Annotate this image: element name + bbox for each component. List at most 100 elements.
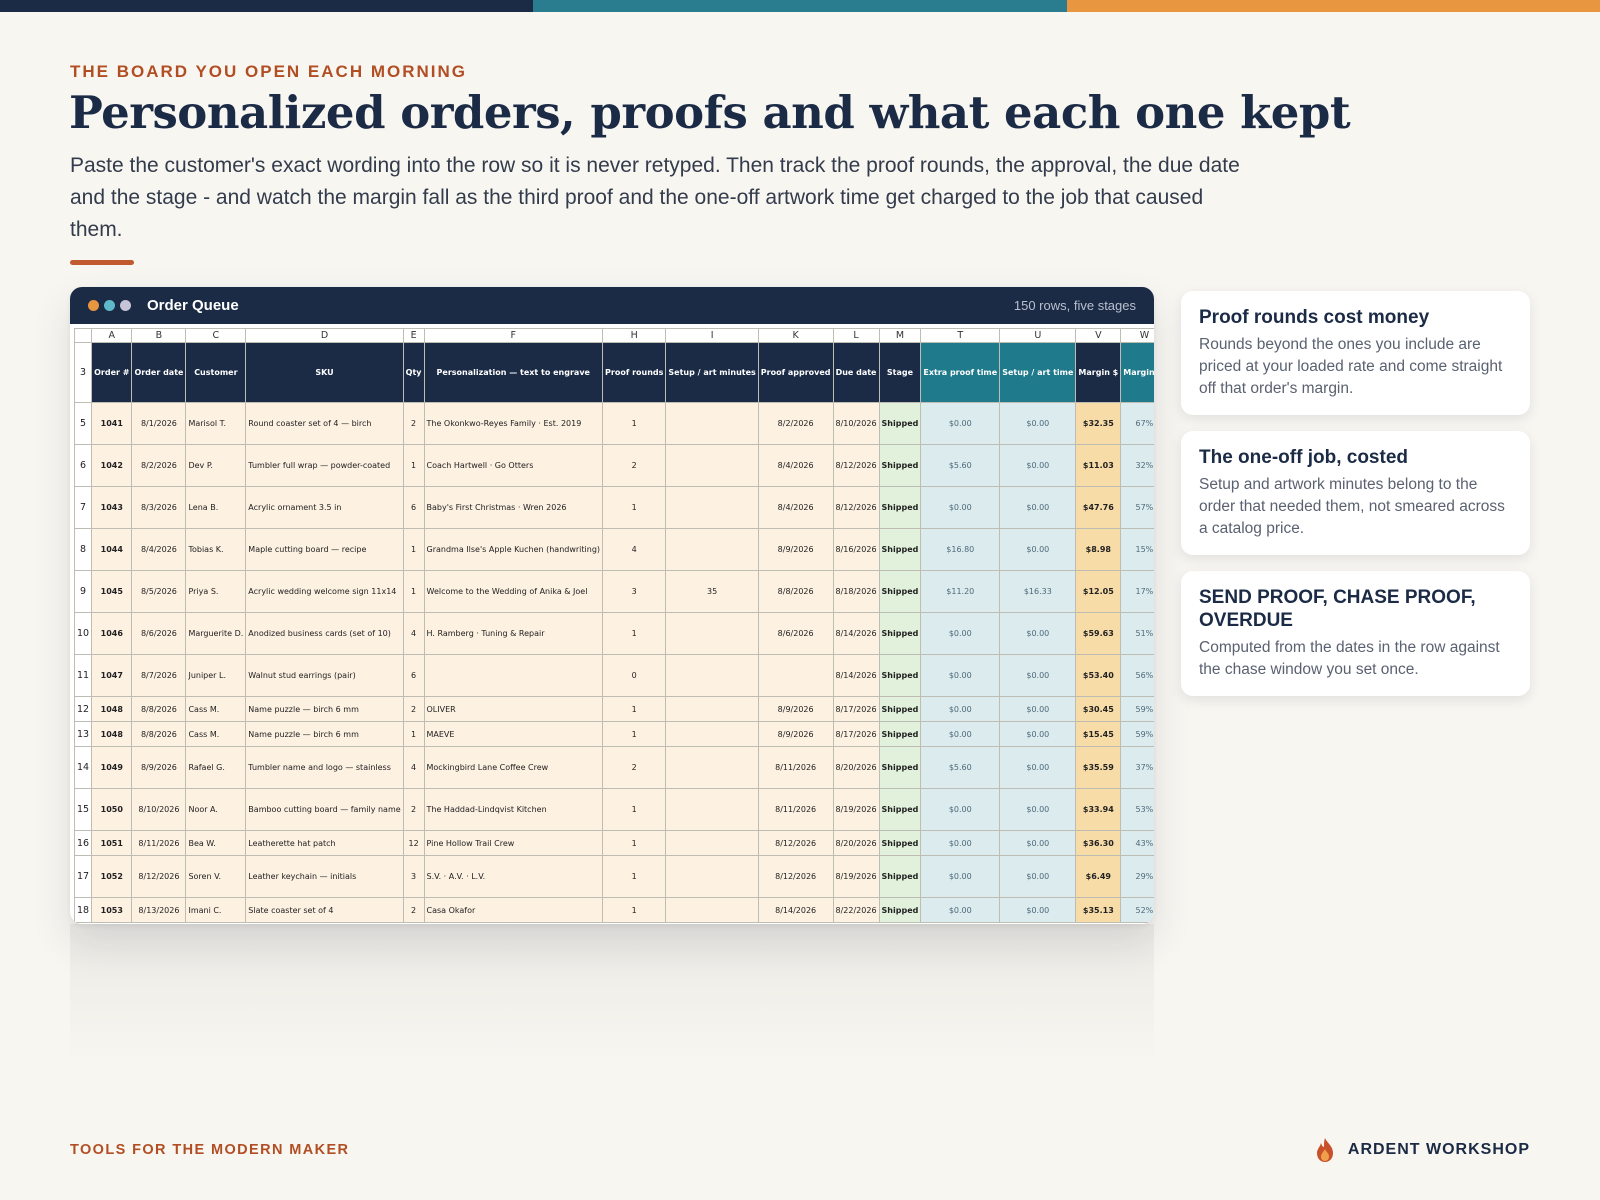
cell-margin-pct[interactable]: 67%	[1120, 402, 1154, 445]
cell-margin-pct[interactable]: 32%	[1120, 444, 1154, 487]
cell-date[interactable]: 8/8/2026	[131, 696, 187, 722]
cell-stage[interactable]: Shipped	[878, 721, 922, 747]
table-row[interactable]: 18 1053 8/13/2026 Imani C. Slate coaster set…	[73, 897, 1154, 923]
cell-rounds[interactable]: 1	[602, 612, 667, 655]
cell-setup-time[interactable]: $0.00	[999, 528, 1077, 571]
cell-qty[interactable]: 4	[402, 612, 425, 655]
column-header[interactable]: Margin %	[1120, 342, 1154, 403]
cell-customer[interactable]: Soren V.	[185, 855, 247, 898]
cell-text[interactable]: Pine Hollow Trail Crew	[423, 830, 604, 856]
cell-extra[interactable]: $0.00	[920, 402, 1001, 445]
cell-approved[interactable]: 8/9/2026	[757, 721, 834, 747]
table-row[interactable]: 5 1041 8/1/2026 Marisol T. Round coaster set…	[73, 402, 1154, 445]
cell-margin[interactable]: $12.05	[1075, 570, 1122, 613]
column-letter[interactable]: V	[1075, 328, 1122, 343]
cell-due[interactable]: 8/20/2026	[832, 830, 880, 856]
cell-date[interactable]: 8/10/2026	[131, 788, 187, 831]
cell-margin-pct[interactable]: 59%	[1120, 721, 1154, 747]
cell-order[interactable]: 1051	[91, 830, 133, 856]
cell-setup-time[interactable]: $0.00	[999, 788, 1077, 831]
cell-approved[interactable]	[757, 654, 834, 697]
cell-sku[interactable]: Name puzzle — birch 6 mm	[245, 696, 404, 722]
cell-setup-time[interactable]: $0.00	[999, 402, 1077, 445]
cell-qty[interactable]: 4	[402, 746, 425, 789]
cell-margin[interactable]: $32.35	[1075, 402, 1122, 445]
cell-margin-pct[interactable]: 52%	[1120, 897, 1154, 923]
cell-setup[interactable]	[665, 721, 759, 747]
table-row[interactable]: 14 1049 8/9/2026 Rafael G. Tumbler name and …	[73, 746, 1154, 789]
cell-text[interactable]	[423, 654, 604, 697]
cell-stage[interactable]: Shipped	[878, 612, 922, 655]
cell-due[interactable]: 8/12/2026	[832, 486, 880, 529]
column-header[interactable]: Customer	[185, 342, 247, 403]
cell-setup-time[interactable]: $0.00	[999, 830, 1077, 856]
cell-approved[interactable]: 8/11/2026	[757, 746, 834, 789]
cell-setup[interactable]	[665, 612, 759, 655]
cell-order[interactable]: 1042	[91, 444, 133, 487]
cell-margin-pct[interactable]: 53%	[1120, 788, 1154, 831]
cell-margin-pct[interactable]: 37%	[1120, 746, 1154, 789]
table-row[interactable]: 6 1042 8/2/2026 Dev P. Tumbler full wrap — p…	[73, 444, 1154, 487]
cell-setup-time[interactable]: $0.00	[999, 721, 1077, 747]
cell-approved[interactable]: 8/12/2026	[757, 855, 834, 898]
cell-stage[interactable]: Shipped	[878, 855, 922, 898]
column-letter[interactable]: K	[757, 328, 834, 343]
cell-sku[interactable]: Name puzzle — birch 6 mm	[245, 721, 404, 747]
cell-setup[interactable]	[665, 696, 759, 722]
cell-extra[interactable]: $11.20	[920, 570, 1001, 613]
row-number[interactable]: 9	[73, 570, 93, 613]
cell-qty[interactable]: 3	[402, 855, 425, 898]
cell-approved[interactable]: 8/14/2026	[757, 897, 834, 923]
cell-approved[interactable]: 8/4/2026	[757, 444, 834, 487]
cell-margin[interactable]: $30.45	[1075, 696, 1122, 722]
cell-approved[interactable]: 8/12/2026	[757, 830, 834, 856]
cell-text[interactable]: OLIVER	[423, 696, 604, 722]
table-row[interactable]: 8 1044 8/4/2026 Tobias K. Maple cutting boar…	[73, 528, 1154, 571]
cell-rounds[interactable]: 1	[602, 897, 667, 923]
column-letter[interactable]: L	[832, 328, 880, 343]
cell-margin-pct[interactable]: 57%	[1120, 486, 1154, 529]
cell-rounds[interactable]: 1	[602, 830, 667, 856]
cell-setup-time[interactable]: $0.00	[999, 486, 1077, 529]
cell-rounds[interactable]: 1	[602, 696, 667, 722]
cell-customer[interactable]: Cass M.	[185, 721, 247, 747]
order-sheet[interactable]: ABCDEFHIKLMTUVWXY 3 Order #Order dateCus…	[73, 328, 1154, 923]
column-header[interactable]: Personalization — text to engrave	[423, 342, 604, 403]
cell-extra[interactable]: $16.80	[920, 528, 1001, 571]
cell-margin-pct[interactable]: 17%	[1120, 570, 1154, 613]
cell-margin[interactable]: $33.94	[1075, 788, 1122, 831]
cell-extra[interactable]: $0.00	[920, 830, 1001, 856]
column-header[interactable]: Proof approved	[757, 342, 834, 403]
cell-setup[interactable]	[665, 788, 759, 831]
cell-qty[interactable]: 1	[402, 444, 425, 487]
cell-approved[interactable]: 8/9/2026	[757, 696, 834, 722]
cell-date[interactable]: 8/6/2026	[131, 612, 187, 655]
cell-margin[interactable]: $59.63	[1075, 612, 1122, 655]
column-header[interactable]: Margin $	[1075, 342, 1122, 403]
cell-customer[interactable]: Juniper L.	[185, 654, 247, 697]
column-header[interactable]: Setup / art minutes	[665, 342, 759, 403]
cell-date[interactable]: 8/11/2026	[131, 830, 187, 856]
cell-stage[interactable]: Shipped	[878, 746, 922, 789]
cell-setup-time[interactable]: $16.33	[999, 570, 1077, 613]
column-letter[interactable]: M	[878, 328, 922, 343]
row-number[interactable]: 10	[73, 612, 93, 655]
cell-customer[interactable]: Tobias K.	[185, 528, 247, 571]
cell-extra[interactable]: $0.00	[920, 612, 1001, 655]
cell-sku[interactable]: Anodized business cards (set of 10)	[245, 612, 404, 655]
cell-setup-time[interactable]: $0.00	[999, 444, 1077, 487]
row-number[interactable]: 18	[73, 897, 93, 923]
cell-extra[interactable]: $0.00	[920, 486, 1001, 529]
row-number[interactable]: 16	[73, 830, 93, 856]
cell-date[interactable]: 8/12/2026	[131, 855, 187, 898]
cell-setup[interactable]	[665, 528, 759, 571]
cell-order[interactable]: 1053	[91, 897, 133, 923]
cell-qty[interactable]: 2	[402, 788, 425, 831]
cell-setup-time[interactable]: $0.00	[999, 897, 1077, 923]
cell-approved[interactable]: 8/2/2026	[757, 402, 834, 445]
cell-customer[interactable]: Priya S.	[185, 570, 247, 613]
table-row[interactable]: 13 1048 8/8/2026 Cass M. Name puzzle — birch…	[73, 721, 1154, 747]
row-number[interactable]: 15	[73, 788, 93, 831]
cell-margin-pct[interactable]: 43%	[1120, 830, 1154, 856]
cell-due[interactable]: 8/14/2026	[832, 654, 880, 697]
